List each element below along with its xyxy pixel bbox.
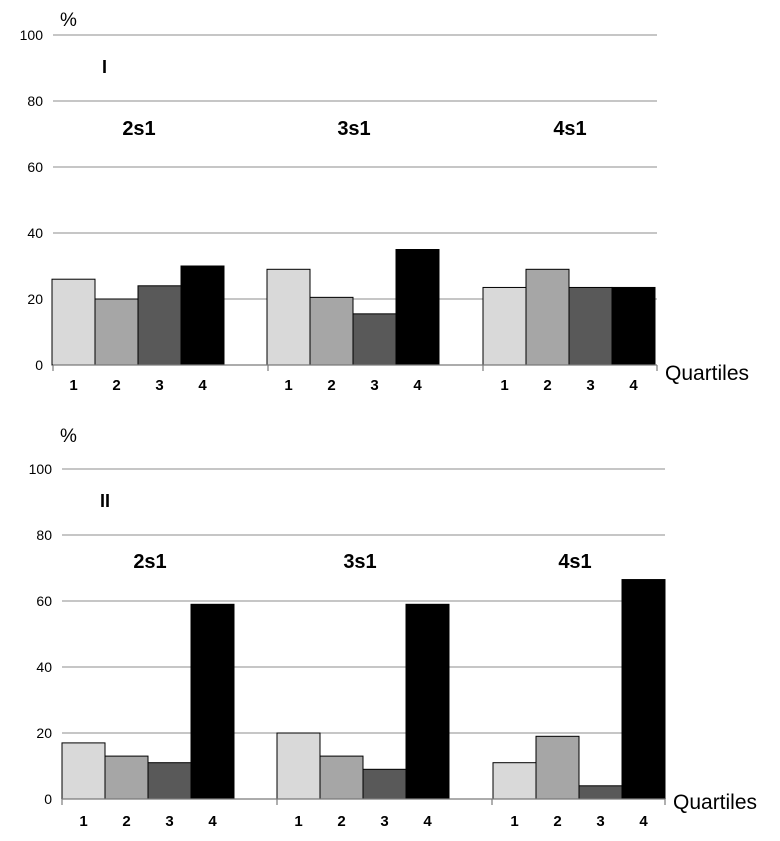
bar xyxy=(276,732,321,800)
x-tick-label: 3 xyxy=(165,813,173,830)
chart-panel-ii: 0 20 40 60 80 100% II 2s1 1 2 3 4 3s1 1 2 3 4 4s1 1 2 3 4 Quar… xyxy=(29,426,757,830)
y-axis-label: % xyxy=(60,10,77,31)
bar xyxy=(525,268,570,366)
y-tick-label: 40 xyxy=(36,659,52,675)
x-tick-label: 1 xyxy=(510,813,518,830)
y-tick-label: 0 xyxy=(44,791,52,807)
group-title: 3s1 xyxy=(337,118,370,140)
y-tick-label: 40 xyxy=(27,225,43,241)
y-tick-label: 20 xyxy=(27,291,43,307)
x-tick-label: 1 xyxy=(500,377,508,394)
y-tick-label: 0 xyxy=(35,357,43,373)
bar xyxy=(104,755,149,800)
panel-label: I xyxy=(102,57,107,77)
bar xyxy=(51,278,96,366)
x-tick-label: 2 xyxy=(112,377,120,394)
y-tick-label: 80 xyxy=(27,93,43,109)
x-tick-label: 3 xyxy=(155,377,163,394)
x-tick-label: 2 xyxy=(543,377,551,394)
x-tick-label: 1 xyxy=(284,377,292,394)
group-title: 2s1 xyxy=(122,118,155,140)
bar xyxy=(94,298,139,366)
y-tick-label: 20 xyxy=(36,725,52,741)
x-tick-label: 4 xyxy=(198,377,207,394)
x-tick-label: 4 xyxy=(639,813,648,830)
x-tick-label: 4 xyxy=(423,813,432,830)
x-axis-label: Quartiles xyxy=(665,362,749,385)
bar xyxy=(405,603,450,800)
x-tick-label: 4 xyxy=(208,813,217,830)
bar xyxy=(362,768,407,800)
x-tick-label: 2 xyxy=(327,377,335,394)
chart-panel-i: 0 20 40 60 80 100% I 2s1 1 2 3 4 3s1 1 2 3 4 4s1 1 2 3 4 Quart… xyxy=(20,10,749,394)
x-tick-label: 3 xyxy=(596,813,604,830)
bar xyxy=(621,579,666,800)
bar xyxy=(180,265,225,366)
group-title: 4s1 xyxy=(558,551,591,573)
y-tick-label: 60 xyxy=(27,159,43,175)
bar xyxy=(482,286,527,366)
bar xyxy=(61,742,106,800)
bar xyxy=(535,735,580,800)
bar xyxy=(568,286,613,366)
x-tick-label: 4 xyxy=(413,377,422,394)
x-axis-label: Quartiles xyxy=(673,791,757,814)
x-tick-label: 2 xyxy=(337,813,345,830)
group-title: 2s1 xyxy=(133,551,166,573)
bar xyxy=(578,785,623,800)
bar xyxy=(190,603,235,800)
bar xyxy=(611,286,656,366)
bar xyxy=(137,285,182,366)
bar xyxy=(147,762,192,800)
x-tick-label: 4 xyxy=(629,377,638,394)
x-tick-label: 3 xyxy=(586,377,594,394)
y-tick-label: 100 xyxy=(29,461,53,477)
y-tick-label: 60 xyxy=(36,593,52,609)
x-tick-label: 1 xyxy=(79,813,87,830)
bar xyxy=(266,268,311,366)
group-title: 3s1 xyxy=(343,551,376,573)
panel-label: II xyxy=(100,491,110,511)
bar xyxy=(352,313,397,366)
y-tick-label: 80 xyxy=(36,527,52,543)
x-tick-label: 2 xyxy=(122,813,130,830)
bar xyxy=(319,755,364,800)
bar xyxy=(395,249,440,366)
group-title: 4s1 xyxy=(553,118,586,140)
bar xyxy=(309,296,354,366)
x-tick-label: 2 xyxy=(553,813,561,830)
x-tick-label: 1 xyxy=(69,377,77,394)
x-tick-label: 1 xyxy=(294,813,302,830)
x-tick-label: 3 xyxy=(370,377,378,394)
bar xyxy=(492,762,537,800)
y-tick-label: 100 xyxy=(20,27,44,43)
y-axis-label: % xyxy=(60,426,77,447)
x-tick-label: 3 xyxy=(380,813,388,830)
